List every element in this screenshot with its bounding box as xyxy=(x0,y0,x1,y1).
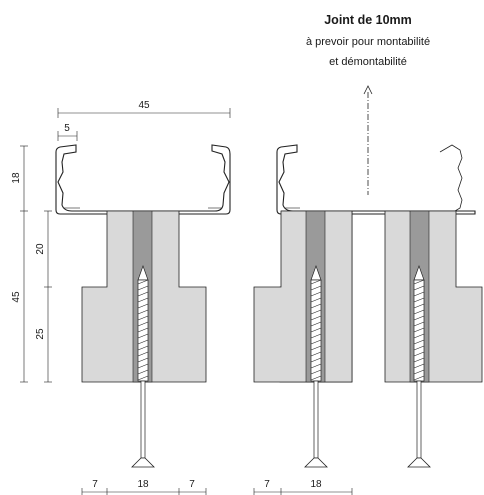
middle-assembly xyxy=(253,144,476,468)
right-screw-icon xyxy=(407,264,431,468)
dim-total-height-label: 45 xyxy=(11,291,22,303)
right-assembly xyxy=(384,210,483,468)
dim-bottom-middle-a: 7 xyxy=(264,479,270,490)
middle-t-body-shape xyxy=(253,210,353,383)
dim-bottom-left-a: 7 xyxy=(92,479,98,490)
dim-rail-height-label: 18 xyxy=(11,172,22,184)
dim-bottom-left-c: 7 xyxy=(189,479,195,490)
joint-note-line2: et démontabilité xyxy=(329,56,407,68)
dim-bottom-left: 7 18 7 xyxy=(81,479,207,495)
dim-bottom-middle: 7 18 xyxy=(253,479,353,495)
joint-title: Joint de 10mm xyxy=(324,13,412,27)
middle-rail-profile xyxy=(276,144,476,215)
joint-note-line1: à prevoir pour montabilité xyxy=(306,36,430,48)
joint-direction-arrow xyxy=(363,85,373,195)
dim-neck-height: 20 xyxy=(35,210,52,288)
dim-base-height: 25 xyxy=(35,287,52,383)
left-screw-icon xyxy=(131,264,155,468)
dim-lip: 5 xyxy=(57,123,78,141)
dim-rail-height: 18 xyxy=(11,145,28,211)
dim-total-height: 45 xyxy=(11,210,28,383)
middle-screw-icon xyxy=(304,264,328,468)
dim-top-width: 45 xyxy=(57,100,231,118)
dim-bottom-left-b: 18 xyxy=(137,479,149,490)
dim-neck-height-label: 20 xyxy=(35,243,46,255)
left-rail-profile xyxy=(55,144,231,215)
dim-base-height-label: 25 xyxy=(35,328,46,340)
left-assembly xyxy=(55,144,231,468)
dim-lip-label: 5 xyxy=(64,123,70,134)
dim-bottom-middle-b: 18 xyxy=(310,479,322,490)
dim-top-width-label: 45 xyxy=(138,100,150,111)
right-t-body xyxy=(384,210,483,383)
